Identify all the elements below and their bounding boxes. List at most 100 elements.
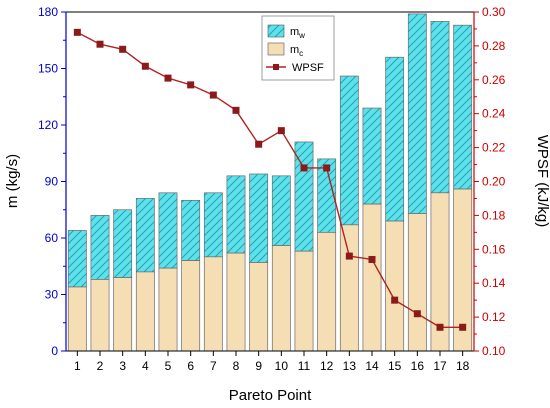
legend-swatch-wpsf-marker	[273, 64, 279, 70]
bar-mc-13	[339, 224, 359, 352]
x-tick-label: 12	[320, 359, 334, 373]
right-tick-label: 0.26	[482, 73, 506, 87]
bar-mc-5	[158, 267, 178, 352]
wpsf-line-layer	[73, 28, 467, 331]
legend-swatch-mc	[267, 42, 285, 56]
right-tick-label: 0.16	[482, 242, 506, 256]
x-tick-label: 11	[298, 359, 311, 373]
x-tick-label: 8	[233, 359, 240, 373]
bar-mc-11	[294, 250, 314, 352]
bar-mw-8	[226, 175, 246, 254]
legend: mw mc WPSF	[261, 15, 335, 81]
right-tick-label: 0.22	[482, 141, 506, 155]
x-tick-label: 10	[275, 359, 289, 373]
left-tick-label: 180	[38, 5, 58, 19]
wpsf-point-6	[187, 81, 195, 89]
x-tick-label: 17	[433, 359, 447, 373]
bar-mw-5	[158, 192, 178, 269]
wpsf-point-9	[255, 140, 263, 148]
bar-mw-3	[113, 209, 133, 278]
bar-mw-15	[385, 56, 405, 222]
wpsf-point-12	[323, 164, 331, 172]
bar-mc-3	[113, 277, 133, 352]
x-axis-title: Pareto Point	[229, 387, 312, 404]
bar-mc-14	[362, 203, 382, 352]
left-tick-label: 0	[51, 344, 58, 358]
wpsf-point-18	[459, 323, 467, 331]
wpsf-point-7	[209, 91, 217, 99]
wpsf-point-2	[96, 40, 104, 48]
bar-mw-4	[135, 198, 155, 273]
y2-axis-title: WPSF (kJ/kg)	[534, 135, 550, 228]
legend-label-mw: mw	[290, 26, 305, 40]
bar-mc-12	[317, 232, 337, 352]
bar-mw-2	[90, 215, 110, 280]
bar-mw-17	[430, 21, 450, 194]
bar-mw-9	[249, 173, 269, 263]
bar-mw-18	[453, 24, 473, 190]
bar-mc-6	[181, 260, 201, 352]
wpsf-point-17	[436, 323, 444, 331]
left-tick-label: 120	[38, 118, 58, 132]
right-tick-label: 0.28	[482, 39, 506, 53]
y-axis-title: m (kg/s)	[4, 154, 21, 208]
x-tick-label: 18	[456, 359, 470, 373]
right-axis: 0.10 0.12 0.14 0.16 0.18 0.20 0.22 0.24 0.26 0.28…	[473, 5, 506, 358]
bar-mw-16	[407, 13, 427, 214]
bar-mc-7	[203, 256, 223, 352]
bar-mc-16	[407, 213, 427, 352]
wpsf-point-5	[164, 74, 172, 82]
x-tick-label: 4	[142, 359, 149, 373]
bars-layer	[67, 13, 473, 352]
wpsf-point-13	[345, 252, 353, 260]
x-tick-label: 13	[343, 359, 357, 373]
wpsf-point-8	[232, 106, 240, 114]
legend-label-mc: mc	[290, 44, 303, 58]
legend-label-wpsf: WPSF	[292, 62, 324, 74]
left-tick-label: 60	[45, 231, 59, 245]
bar-mc-2	[90, 279, 110, 352]
wpsf-point-10	[277, 127, 285, 135]
right-tick-label: 0.30	[482, 5, 506, 19]
x-axis: 1 2 3 4 5 6 7 8 9 10 11 12 13 14 15 16 17 18	[74, 351, 470, 373]
x-tick-label: 7	[210, 359, 217, 373]
wpsf-point-1	[73, 28, 81, 36]
bar-mc-8	[226, 252, 246, 352]
left-tick-label: 30	[45, 288, 59, 302]
left-tick-label: 90	[45, 175, 59, 189]
x-tick-label: 14	[365, 359, 379, 373]
wpsf-point-16	[413, 310, 421, 318]
right-tick-label: 0.10	[482, 344, 506, 358]
x-tick-label: 1	[74, 359, 81, 373]
x-tick-label: 3	[119, 359, 126, 373]
wpsf-line	[77, 31, 463, 328]
wpsf-point-15	[391, 296, 399, 304]
x-tick-label: 5	[165, 359, 172, 373]
bar-mw-14	[362, 107, 382, 205]
wpsf-point-4	[141, 62, 149, 70]
wpsf-point-14	[368, 255, 376, 263]
wpsf-point-3	[119, 45, 127, 53]
bar-mw-7	[203, 192, 223, 258]
bar-mc-15	[385, 220, 405, 352]
right-tick-label: 0.20	[482, 175, 506, 189]
bar-mw-6	[181, 199, 201, 261]
bar-mc-9	[249, 262, 269, 352]
x-tick-label: 16	[411, 359, 425, 373]
right-tick-label: 0.14	[482, 276, 506, 290]
left-axis: 0 30 60 90 120 150 180	[38, 5, 67, 358]
legend-swatch-mw	[267, 24, 285, 38]
left-tick-label: 150	[38, 62, 58, 76]
bar-mc-10	[271, 245, 291, 352]
bar-mc-4	[135, 271, 155, 352]
x-tick-label: 6	[187, 359, 194, 373]
bar-mw-10	[271, 175, 291, 246]
bar-mw-13	[339, 75, 359, 226]
x-tick-label: 15	[388, 359, 402, 373]
right-tick-label: 0.12	[482, 310, 506, 324]
bar-mw-1	[67, 230, 87, 288]
x-tick-label: 2	[97, 359, 104, 373]
bar-mc-1	[67, 286, 87, 352]
x-tick-label: 9	[255, 359, 262, 373]
